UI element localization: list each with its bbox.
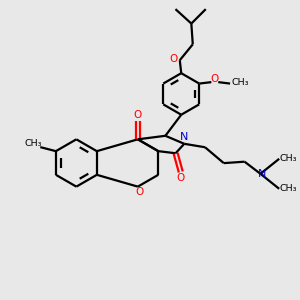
Text: O: O — [134, 110, 142, 120]
Text: CH₃: CH₃ — [280, 184, 298, 193]
Text: O: O — [211, 74, 219, 84]
Text: CH₃: CH₃ — [280, 154, 298, 163]
Text: CH₃: CH₃ — [231, 78, 249, 87]
Text: O: O — [177, 173, 185, 183]
Text: CH₃: CH₃ — [25, 140, 42, 148]
Text: O: O — [169, 54, 178, 64]
Text: O: O — [135, 188, 143, 197]
Text: N: N — [180, 132, 188, 142]
Text: N: N — [257, 169, 266, 179]
